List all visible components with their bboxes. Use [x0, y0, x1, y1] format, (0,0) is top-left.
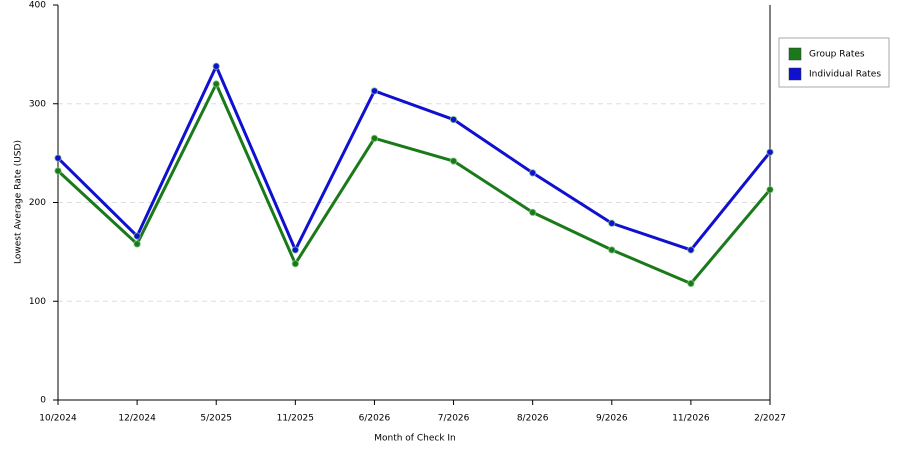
x-tick-label: 12/2024	[118, 414, 156, 424]
data-point	[449, 115, 458, 124]
data-point	[687, 279, 695, 288]
x-tick-label: 2/2027	[754, 414, 786, 424]
x-tick-label: 9/2026	[596, 414, 628, 424]
y-tick-label: 0	[40, 396, 46, 406]
legend-swatch	[788, 47, 802, 61]
data-point	[528, 208, 537, 217]
x-tick-label: 11/2025	[277, 414, 314, 424]
data-point	[291, 260, 300, 268]
data-point	[449, 157, 458, 165]
data-point	[370, 87, 379, 95]
y-tick-label: 300	[29, 99, 46, 109]
legend-label: Individual Rates	[809, 70, 881, 80]
data-point	[608, 246, 616, 254]
y-tick-label: 200	[29, 198, 46, 208]
y-tick-label: 100	[29, 297, 46, 307]
series-line	[56, 64, 772, 252]
x-tick-label: 11/2026	[672, 414, 710, 424]
series-line	[56, 82, 772, 285]
data-point	[212, 80, 220, 88]
y-axis-label: Lowest Average Rate (USD)	[14, 140, 24, 264]
y-tick-label: 400	[29, 1, 46, 11]
data-point	[370, 134, 379, 143]
data-point	[291, 246, 300, 254]
data-point	[212, 62, 220, 70]
x-tick-label: 10/2024	[39, 414, 77, 424]
data-point	[608, 219, 616, 227]
legend-label: Group Rates	[809, 50, 865, 60]
data-point	[766, 185, 774, 194]
x-tick-label: 7/2026	[438, 414, 470, 424]
legend-swatch	[788, 67, 802, 81]
data-point	[766, 148, 774, 156]
data-point	[54, 167, 62, 175]
x-tick-label: 8/2026	[517, 414, 549, 424]
data-point	[133, 232, 141, 240]
data-point	[133, 240, 141, 248]
x-tick-label: 6/2026	[359, 414, 391, 424]
data-point	[528, 169, 537, 177]
x-axis-label: Month of Check In	[374, 434, 456, 444]
data-point	[54, 154, 62, 162]
data-point	[687, 246, 695, 254]
x-tick-label: 5/2025	[200, 414, 232, 424]
